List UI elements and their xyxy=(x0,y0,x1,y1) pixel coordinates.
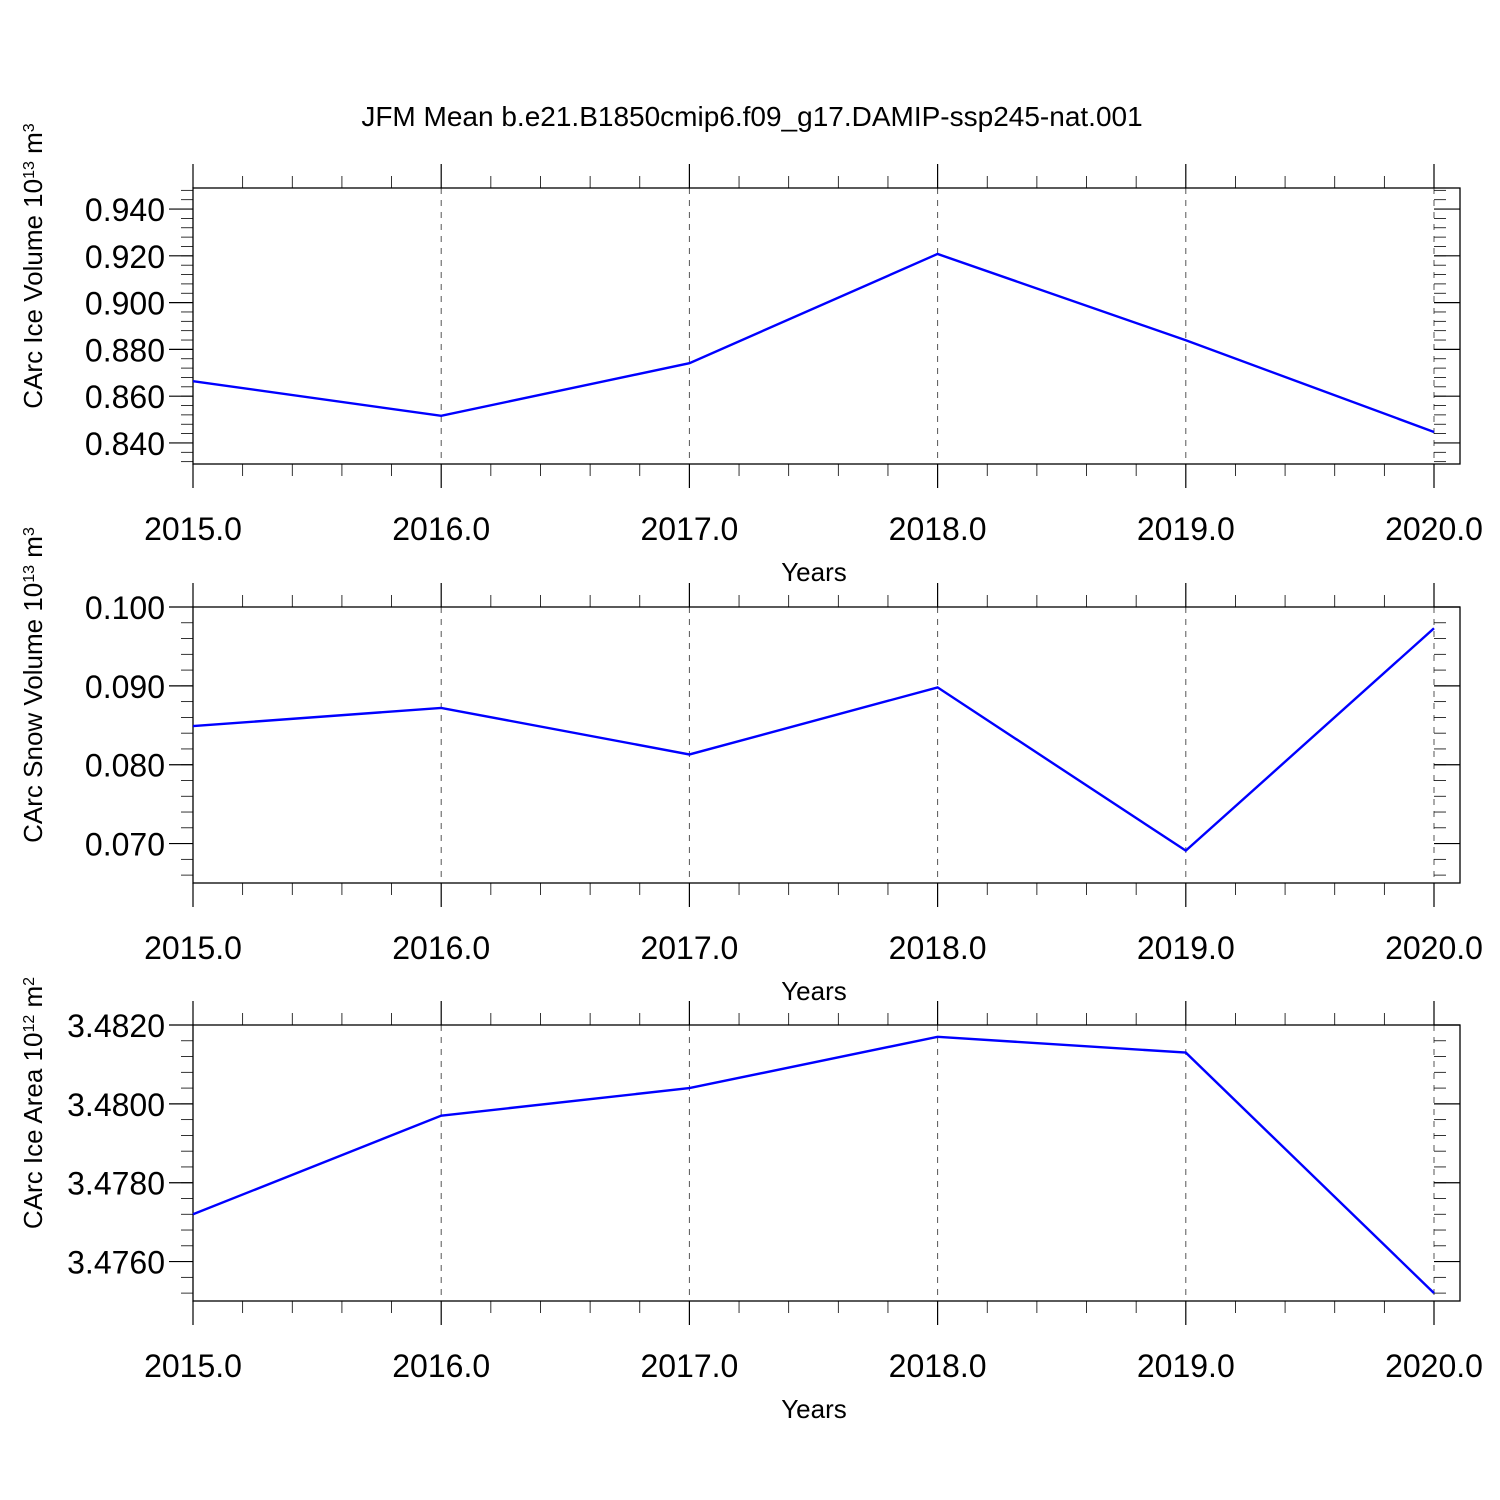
y-tick-label: 0.090 xyxy=(85,669,165,705)
x-tick-label: 2019.0 xyxy=(1137,1348,1235,1384)
x-tick-label: 2016.0 xyxy=(392,511,490,547)
x-tick-label: 2016.0 xyxy=(392,930,490,966)
x-tick-label: 2018.0 xyxy=(889,1348,987,1384)
figure-title: JFM Mean b.e21.B1850cmip6.f09_g17.DAMIP-… xyxy=(361,101,1142,132)
y-axis-label-unit: m xyxy=(18,132,48,161)
y-tick-label: 0.080 xyxy=(85,748,165,784)
y-tick-label: 3.4780 xyxy=(67,1166,165,1202)
y-axis-label-text: CArc Ice Volume 10 xyxy=(18,179,48,409)
series-line-1 xyxy=(192,1035,1435,1294)
x-tick-label: 2019.0 xyxy=(1137,511,1235,547)
x-axis-label: Years xyxy=(781,557,847,587)
plot-frame xyxy=(192,606,1461,884)
series-line-1 xyxy=(192,252,1435,434)
x-tick-label: 2015.0 xyxy=(144,930,242,966)
x-axis-label: Years xyxy=(781,1394,847,1424)
y-tick-label: 0.940 xyxy=(85,192,165,228)
y-axis-label-text: CArc Ice Area 10 xyxy=(18,1033,48,1230)
y-axis-label: CArc Snow Volume 1013 m3 xyxy=(18,527,48,843)
y-tick-label: 3.4760 xyxy=(67,1245,165,1281)
y-axis-label-exponent: 12 xyxy=(21,1015,38,1033)
x-tick-label: 2020.0 xyxy=(1385,930,1483,966)
y-axis-label-unit-exponent: 3 xyxy=(21,527,38,536)
chart-panel-2: 2015.0 2016.0 2017.0 2018.0 2019.0 2020.0 0.07… xyxy=(18,527,1483,1006)
chart-panel-3: 2015.0 2016.0 2017.0 2018.0 2019.0 2020.0 3.47… xyxy=(18,977,1483,1424)
y-axis-label: CArc Ice Area 1012 m2 xyxy=(18,977,48,1229)
y-tick-label: 3.4820 xyxy=(67,1008,165,1044)
y-tick-label: 3.4800 xyxy=(67,1087,165,1123)
series-line-1 xyxy=(192,627,1435,853)
x-axis-label: Years xyxy=(781,976,847,1006)
y-tick-label: 0.070 xyxy=(85,827,165,863)
y-tick-label: 0.840 xyxy=(85,426,165,462)
y-tick-label: 0.100 xyxy=(85,590,165,626)
x-tick-label: 2017.0 xyxy=(640,1348,738,1384)
x-tick-label: 2015.0 xyxy=(144,511,242,547)
x-tick-label: 2018.0 xyxy=(889,930,987,966)
plot-frame xyxy=(192,1024,1461,1302)
y-axis-label-exponent: 13 xyxy=(21,565,38,583)
y-tick-label: 0.900 xyxy=(85,286,165,322)
y-tick-label: 0.860 xyxy=(85,379,165,415)
x-tick-label: 2020.0 xyxy=(1385,511,1483,547)
y-axis-label-unit: m xyxy=(18,536,48,565)
y-axis-label-unit-exponent: 3 xyxy=(21,123,38,132)
x-tick-label: 2017.0 xyxy=(640,511,738,547)
y-axis-label-exponent: 13 xyxy=(21,161,38,179)
x-tick-label: 2017.0 xyxy=(640,930,738,966)
y-axis-label-unit-exponent: 2 xyxy=(21,977,38,986)
chart-panel-1: 2015.0 2016.0 2017.0 2018.0 2019.0 2020.0 0.84… xyxy=(18,123,1483,587)
y-axis-label-text: CArc Snow Volume 10 xyxy=(18,583,48,843)
x-tick-label: 2020.0 xyxy=(1385,1348,1483,1384)
plot-frame xyxy=(192,187,1461,465)
y-axis-label: CArc Ice Volume 1013 m3 xyxy=(18,123,48,408)
x-tick-label: 2015.0 xyxy=(144,1348,242,1384)
panels: 2015.0 2016.0 2017.0 2018.0 2019.0 2020.0 0.84… xyxy=(18,123,1483,1424)
x-tick-label: 2019.0 xyxy=(1137,930,1235,966)
x-tick-label: 2016.0 xyxy=(392,1348,490,1384)
y-tick-label: 0.920 xyxy=(85,239,165,275)
x-tick-label: 2018.0 xyxy=(889,511,987,547)
y-axis-label-unit: m xyxy=(18,986,48,1015)
y-tick-label: 0.880 xyxy=(85,332,165,368)
